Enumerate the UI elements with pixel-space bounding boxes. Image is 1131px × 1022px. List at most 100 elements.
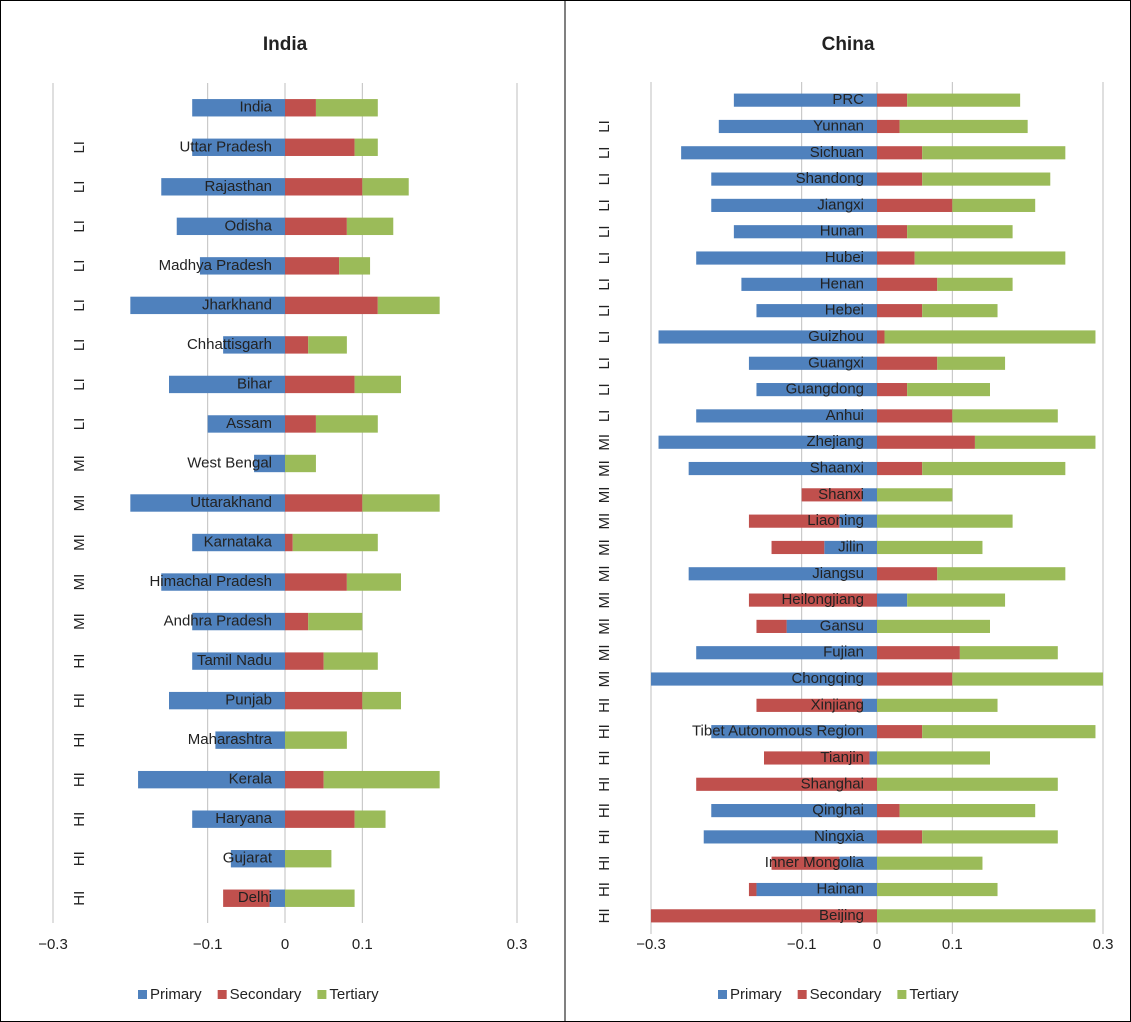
bar — [907, 593, 1006, 607]
bar — [130, 296, 285, 315]
x-tick-label: −0.1 — [787, 936, 817, 953]
category-label: Hunan — [820, 223, 864, 240]
bar — [877, 251, 915, 265]
bar — [192, 612, 285, 631]
bar — [130, 494, 285, 512]
category-label: Qinghai — [812, 802, 864, 819]
bar — [877, 330, 885, 344]
bar — [907, 383, 990, 397]
bar — [884, 330, 1096, 344]
group-label: HI — [596, 777, 613, 792]
bar — [362, 178, 409, 196]
x-tick-label: 0.1 — [942, 936, 963, 953]
bar — [877, 461, 923, 476]
group-label: LI — [596, 120, 613, 133]
category-label: PRC — [832, 91, 864, 108]
bar — [771, 856, 840, 870]
bar — [161, 573, 285, 591]
group-label: LI — [71, 378, 88, 391]
legend-swatch — [797, 990, 807, 999]
category-label: Odisha — [224, 217, 272, 234]
bar — [285, 99, 316, 117]
category-label: West Bengal — [187, 454, 272, 471]
category-label: Himachal Pradesh — [149, 573, 272, 590]
bar — [377, 296, 440, 315]
bar — [285, 573, 347, 591]
bar — [899, 119, 1028, 134]
bar — [877, 751, 990, 765]
x-tick-label: 0.3 — [1093, 936, 1114, 953]
bar — [651, 909, 877, 923]
group-label: LI — [596, 383, 613, 396]
bar — [192, 652, 285, 670]
group-label: LI — [71, 418, 88, 431]
bar — [346, 573, 401, 591]
category-label: Shanxi — [818, 486, 864, 503]
bar — [877, 304, 923, 318]
chart-title: India — [263, 34, 308, 55]
group-label: MI — [596, 671, 613, 688]
bar — [169, 691, 285, 710]
category-label: Yunnan — [813, 117, 864, 134]
group-label: LI — [596, 173, 613, 186]
category-label: Shaanxi — [810, 460, 864, 477]
group-label: MI — [596, 618, 613, 635]
bar — [254, 454, 285, 473]
category-label: Tamil Nadu — [197, 652, 272, 669]
group-label: LI — [596, 225, 613, 238]
category-label: Karnataka — [204, 533, 273, 550]
bar — [877, 198, 953, 212]
group-label: HI — [71, 733, 88, 748]
bar — [688, 567, 877, 581]
bar — [176, 217, 285, 236]
bar — [764, 751, 870, 765]
bar — [869, 751, 877, 765]
bar — [877, 777, 1058, 791]
bar — [285, 612, 309, 631]
category-label: Guizhou — [808, 328, 864, 345]
group-label: HI — [596, 908, 613, 923]
category-label: Hainan — [816, 881, 864, 898]
group-label: MI — [71, 534, 88, 551]
group-label: MI — [596, 487, 613, 504]
bar — [748, 356, 877, 370]
bar — [192, 99, 285, 117]
category-label: Gansu — [820, 617, 864, 634]
group-label: LI — [596, 357, 613, 370]
group-label: HI — [596, 882, 613, 897]
group-label: HI — [71, 891, 88, 906]
group-label: LI — [596, 199, 613, 212]
bar — [937, 356, 1006, 370]
bar — [922, 172, 1051, 186]
bar — [877, 146, 923, 160]
category-label: Anhui — [826, 407, 864, 424]
bar — [285, 138, 355, 156]
legend-swatch — [217, 990, 227, 999]
category-label: Ningxia — [814, 828, 865, 845]
bar — [658, 435, 877, 449]
bar — [354, 375, 401, 394]
bar — [877, 725, 923, 739]
bar — [877, 830, 923, 844]
x-tick-label: 0.1 — [352, 936, 373, 953]
legend-label: Primary — [730, 986, 782, 1003]
group-label: LI — [596, 252, 613, 265]
category-label: Henan — [820, 275, 864, 292]
category-label: Fujian — [823, 644, 864, 661]
bar — [711, 198, 877, 212]
legend-label: Tertiary — [909, 986, 959, 1003]
x-tick-label: 0.3 — [507, 936, 528, 953]
x-tick-label: −0.1 — [193, 936, 223, 953]
x-tick-label: 0 — [873, 936, 881, 953]
bar — [861, 698, 877, 712]
category-label: Chongqing — [791, 670, 864, 687]
bar — [877, 698, 998, 712]
group-label: LI — [596, 304, 613, 317]
bar — [922, 830, 1058, 844]
bar — [651, 672, 877, 686]
bar — [907, 93, 1021, 107]
bar — [339, 257, 371, 275]
bar — [696, 777, 877, 791]
group-label: MI — [71, 495, 88, 512]
category-label: India — [239, 99, 272, 116]
